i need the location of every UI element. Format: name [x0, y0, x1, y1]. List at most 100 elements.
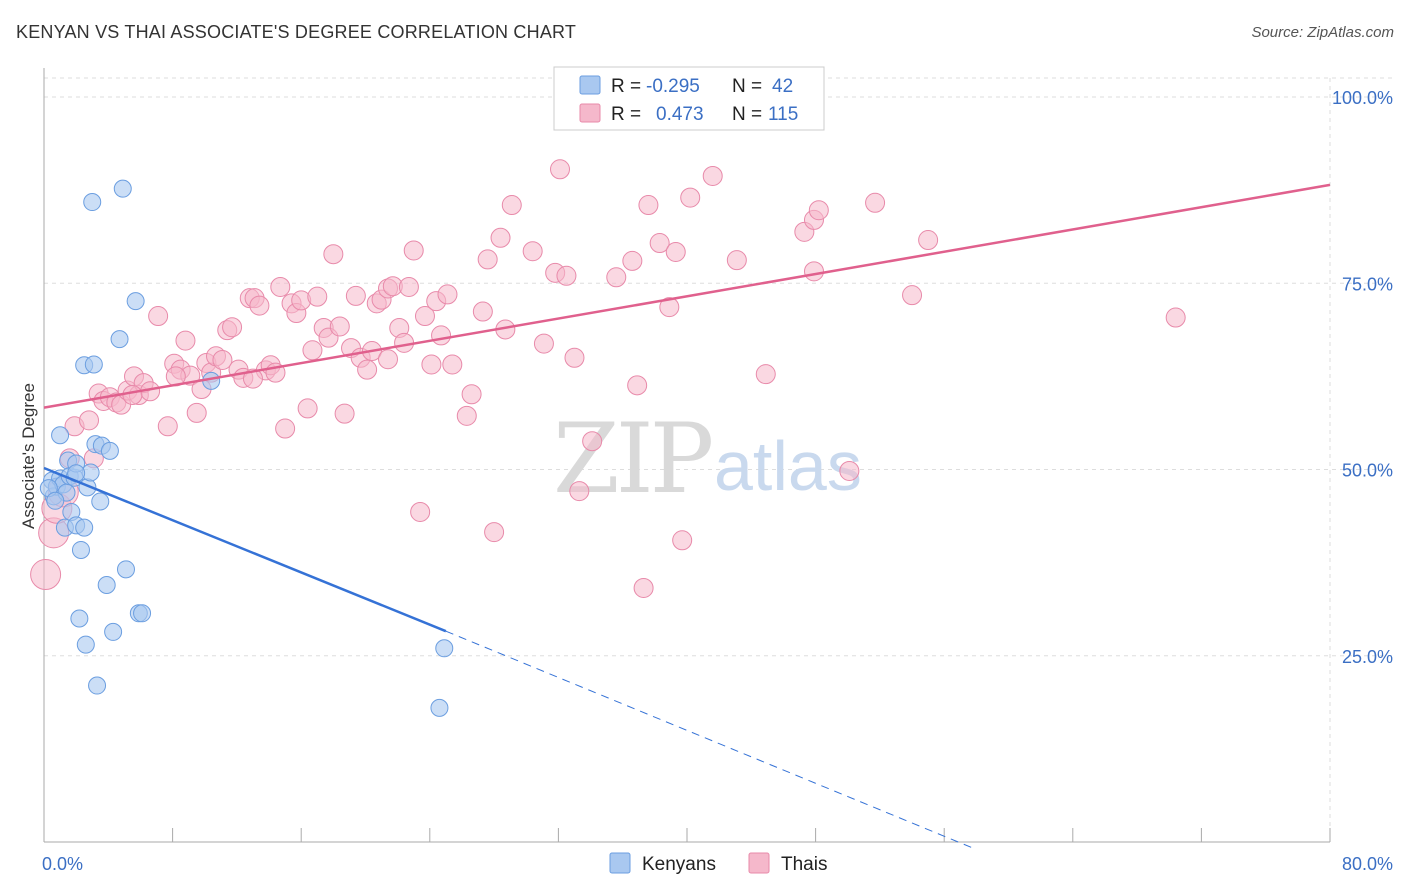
kenyan-trend-line: [43, 466, 447, 633]
thai-point: [414, 306, 435, 327]
kenyan-point: [46, 491, 65, 510]
x-tick-label-min: 0.0%: [42, 854, 83, 874]
y-tick-label-100: 100.0%: [1332, 88, 1393, 108]
thai-point: [437, 284, 458, 305]
thai-point: [323, 244, 344, 265]
thai-point: [865, 192, 886, 213]
thai-point: [378, 349, 399, 370]
thai-point: [477, 249, 498, 270]
thai-point: [456, 405, 477, 426]
chart-title: KENYAN VS THAI ASSOCIATE'S DEGREE CORREL…: [16, 22, 577, 42]
kenyan-point: [104, 622, 123, 641]
thai-point: [297, 398, 318, 419]
thai-point: [755, 364, 776, 385]
thai-point: [421, 354, 442, 375]
thai-point: [302, 340, 323, 361]
series-legend: Kenyans Thais: [609, 852, 827, 875]
x-tick-label-max: 80.0%: [1342, 854, 1393, 874]
kenyan-point: [75, 518, 94, 537]
y-tick-label-75: 75.0%: [1342, 274, 1393, 294]
thai-point: [186, 402, 207, 423]
series-legend-kenyan-swatch: [609, 852, 631, 874]
thai-points: [30, 159, 1186, 598]
thai-point: [461, 384, 482, 405]
thai-point: [627, 375, 648, 396]
kenyan-point: [70, 609, 89, 628]
kenyan-point: [71, 540, 90, 559]
thai-point: [484, 522, 505, 543]
thai-point: [472, 301, 493, 322]
thai-point: [410, 501, 431, 522]
thai-point: [270, 276, 291, 297]
kenyan-point: [83, 193, 102, 212]
thai-point: [357, 359, 378, 380]
trend-lines: [43, 183, 1331, 850]
thai-point: [212, 349, 233, 370]
thai-point: [394, 332, 415, 353]
thai-point: [122, 385, 143, 405]
kenyan-point: [133, 604, 152, 623]
kenyan-point: [51, 426, 70, 445]
kenyan-point: [84, 355, 103, 374]
legend-kenyan-n-label: N =: [732, 76, 762, 97]
thai-point: [157, 416, 178, 437]
thai-point: [902, 285, 923, 306]
legend-thai-n-value: 115: [768, 104, 798, 125]
axes: [43, 68, 1331, 843]
legend-kenyan-r-value: -0.295: [646, 76, 700, 97]
thai-point: [649, 233, 670, 254]
thai-point: [398, 276, 419, 297]
kenyan-point: [435, 639, 454, 658]
thai-point: [672, 530, 693, 551]
thai-point: [839, 460, 860, 481]
kenyan-point: [113, 179, 132, 198]
thai-point: [501, 195, 522, 216]
thai-point: [569, 481, 590, 502]
thai-point: [606, 267, 627, 288]
thai-point: [345, 285, 366, 306]
thai-point: [334, 403, 355, 424]
thai-point: [622, 250, 643, 271]
y-tick-labels: 25.0% 50.0% 75.0% 100.0%: [1332, 88, 1393, 667]
thai-point: [249, 295, 270, 316]
thai-point: [918, 230, 939, 251]
thai-point: [490, 227, 511, 248]
kenyan-point: [97, 575, 116, 594]
thai-point: [550, 159, 571, 180]
legend-kenyan-swatch: [579, 75, 601, 95]
thai-point: [431, 325, 452, 346]
thai-point: [803, 261, 824, 282]
legend-kenyan-r-label: R =: [611, 76, 641, 97]
kenyan-point: [91, 492, 110, 511]
thai-point: [79, 410, 100, 431]
legend-thai-swatch: [579, 103, 601, 123]
thai-point: [329, 316, 350, 337]
legend-thai-n-label: N =: [732, 104, 762, 125]
thai-point: [522, 241, 543, 262]
source-credit: Source: ZipAtlas.com: [1251, 24, 1394, 41]
kenyan-point: [76, 635, 95, 654]
kenyan-points: [39, 179, 454, 717]
thai-point: [148, 306, 169, 327]
kenyan-point: [430, 698, 449, 717]
kenyan-trend-extension: [445, 630, 977, 850]
thai-point: [702, 165, 723, 186]
thai-point: [533, 333, 554, 354]
thai-point: [564, 347, 585, 368]
thai-point: [659, 297, 680, 318]
thai-point: [222, 317, 243, 338]
thai-point: [30, 559, 62, 591]
thai-point: [307, 286, 328, 307]
thai-point: [680, 187, 701, 208]
thai-point: [403, 240, 424, 261]
thai-point: [726, 250, 747, 271]
watermark-atlas: atlas: [714, 427, 862, 505]
y-axis-title: Associate's Degree: [19, 383, 38, 529]
thai-point: [556, 265, 577, 286]
thai-point: [665, 241, 686, 262]
watermark: ZIP atlas: [553, 403, 862, 515]
thai-point: [582, 431, 603, 452]
kenyan-point: [110, 330, 129, 349]
legend-thai-r-value: 0.473: [656, 104, 704, 125]
